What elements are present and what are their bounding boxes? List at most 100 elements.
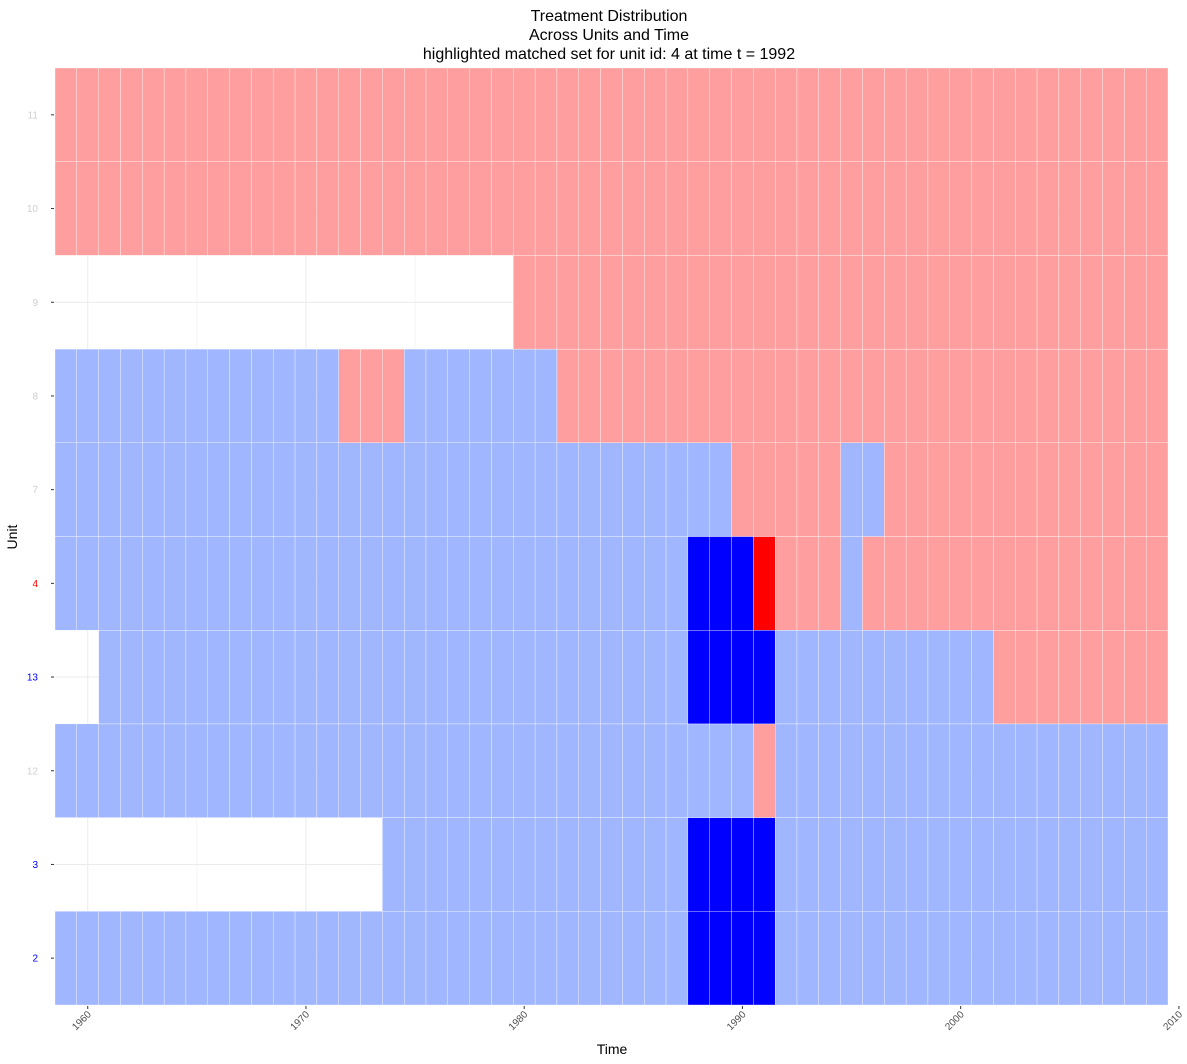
heatmap-cell-unit-8-year-1998 bbox=[905, 348, 929, 443]
heatmap-cell-unit-8-year-2001 bbox=[971, 348, 994, 443]
heatmap-cell-unit-13-year-1986 bbox=[644, 630, 667, 725]
heatmap-cell-unit-4-year-1968 bbox=[251, 536, 274, 631]
heatmap-cell-unit-2-year-1963 bbox=[142, 911, 165, 1006]
heatmap-cell-unit-4-year-1982 bbox=[556, 536, 579, 631]
heatmap-cell-unit-4-year-1999 bbox=[927, 536, 950, 631]
heatmap-cell-unit-3-year-1999 bbox=[927, 817, 950, 912]
heatmap-cell-unit-8-year-1971 bbox=[316, 348, 339, 443]
heatmap-cell-unit-3-year-1994 bbox=[818, 817, 841, 912]
heatmap-cell-unit-8-year-2006 bbox=[1080, 348, 1103, 443]
heatmap-cell-unit-8-year-1985 bbox=[622, 348, 645, 443]
heatmap-cell-unit-12-year-1998 bbox=[905, 723, 929, 818]
heatmap-cell-unit-2-year-2007 bbox=[1102, 911, 1125, 1006]
heatmap-cell-unit-13-year-1989 bbox=[709, 630, 732, 725]
heatmap-cell-unit-2-year-1985 bbox=[622, 911, 645, 1006]
heatmap-cell-unit-7-year-1975 bbox=[404, 442, 427, 537]
heatmap-cell-unit-11-year-1964 bbox=[163, 67, 187, 162]
heatmap-cell-unit-13-year-1969 bbox=[273, 630, 296, 725]
heatmap-cell-unit-3-year-2005 bbox=[1058, 817, 1081, 912]
heatmap-cell-unit-2-year-1992 bbox=[775, 911, 798, 1006]
heatmap-cell-unit-11-year-1959 bbox=[54, 67, 77, 162]
heatmap-cell-unit-7-year-1997 bbox=[884, 442, 907, 537]
heatmap-cell-unit-7-year-2002 bbox=[993, 442, 1016, 537]
heatmap-cell-unit-7-year-2004 bbox=[1036, 442, 1060, 537]
heatmap-cell-unit-10-year-1993 bbox=[796, 161, 819, 256]
heatmap-cell-unit-13-year-1963 bbox=[142, 630, 165, 725]
heatmap-cell-unit-12-year-1963 bbox=[142, 723, 165, 818]
heatmap-cell-unit-12-year-1991 bbox=[753, 723, 776, 818]
y-tick-label-unit-7: 7 bbox=[32, 485, 38, 496]
heatmap-cell-unit-2-year-1959 bbox=[54, 911, 77, 1006]
heatmap-cell-unit-10-year-1971 bbox=[316, 161, 339, 256]
heatmap-cell-unit-11-year-1987 bbox=[665, 67, 689, 162]
heatmap-cell-unit-7-year-1999 bbox=[927, 442, 950, 537]
heatmap-cell-unit-11-year-1976 bbox=[425, 67, 448, 162]
heatmap-cell-unit-12-year-1987 bbox=[665, 723, 689, 818]
heatmap-cell-unit-7-year-1977 bbox=[447, 442, 470, 537]
heatmap-cell-unit-12-year-1977 bbox=[447, 723, 470, 818]
heatmap-cell-unit-7-year-1962 bbox=[120, 442, 143, 537]
heatmap-cell-unit-10-year-1988 bbox=[687, 161, 710, 256]
x-axis-title: Time bbox=[597, 1041, 628, 1057]
y-axis: 2 3 12 13 4 7 8 9 10 11 bbox=[27, 110, 54, 965]
y-tick-label-unit-13: 13 bbox=[27, 673, 39, 684]
heatmap-cell-unit-10-year-1972 bbox=[338, 161, 361, 256]
heatmap-cell-unit-12-year-1961 bbox=[98, 723, 121, 818]
heatmap-cell-unit-11-year-1984 bbox=[600, 67, 623, 162]
heatmap-cell-unit-13-year-1980 bbox=[513, 630, 536, 725]
heatmap-cell-unit-9-year-1987 bbox=[665, 255, 689, 350]
heatmap-cell-unit-9-year-1991 bbox=[753, 255, 776, 350]
heatmap-cell-unit-11-year-2004 bbox=[1036, 67, 1060, 162]
heatmap-cell-unit-13-year-1990 bbox=[731, 630, 754, 725]
heatmap-cell-unit-8-year-1969 bbox=[273, 348, 296, 443]
heatmap-cell-unit-10-year-1981 bbox=[534, 161, 558, 256]
heatmap-cell-unit-8-year-2009 bbox=[1146, 348, 1169, 443]
heatmap-cell-unit-2-year-1979 bbox=[491, 911, 514, 1006]
heatmap-cell-unit-8-year-1962 bbox=[120, 348, 143, 443]
heatmap-cell-unit-8-year-1966 bbox=[207, 348, 230, 443]
heatmap-cell-unit-13-year-1977 bbox=[447, 630, 470, 725]
heatmap-cell-unit-11-year-1992 bbox=[775, 67, 798, 162]
heatmap-cell-unit-13-year-1973 bbox=[360, 630, 383, 725]
heatmap-cell-unit-7-year-2000 bbox=[949, 442, 972, 537]
heatmap-cell-unit-3-year-1990 bbox=[731, 817, 754, 912]
heatmap-cell-unit-11-year-1961 bbox=[98, 67, 121, 162]
heatmap-cell-unit-7-year-1993 bbox=[796, 442, 819, 537]
heatmap-cell-unit-8-year-1997 bbox=[884, 348, 907, 443]
heatmap-cell-unit-9-year-1985 bbox=[622, 255, 645, 350]
heatmap-cell-unit-10-year-1964 bbox=[163, 161, 187, 256]
heatmap-cell-unit-4-year-1988 bbox=[687, 536, 710, 631]
heatmap-cell-unit-11-year-1980 bbox=[513, 67, 536, 162]
heatmap-cell-unit-12-year-1969 bbox=[273, 723, 296, 818]
heatmap-cell-unit-4-year-1991 bbox=[753, 536, 776, 631]
heatmap-cell-unit-2-year-2003 bbox=[1015, 911, 1038, 1006]
heatmap-cell-unit-10-year-1982 bbox=[556, 161, 579, 256]
heatmap-cell-unit-11-year-2000 bbox=[949, 67, 972, 162]
heatmap-cell-unit-12-year-1960 bbox=[76, 723, 99, 818]
heatmap-cell-unit-2-year-2002 bbox=[993, 911, 1016, 1006]
heatmap-cell-unit-2-year-1965 bbox=[185, 911, 208, 1006]
heatmap-cell-unit-12-year-1975 bbox=[404, 723, 427, 818]
heatmap-cell-unit-13-year-1997 bbox=[884, 630, 907, 725]
heatmap-cell-unit-12-year-1966 bbox=[207, 723, 230, 818]
heatmap-cell-unit-10-year-1990 bbox=[731, 161, 754, 256]
heatmap-cell-unit-7-year-1959 bbox=[54, 442, 77, 537]
heatmap-cell-unit-11-year-1983 bbox=[578, 67, 601, 162]
heatmap-cell-unit-9-year-1980 bbox=[513, 255, 536, 350]
heatmap-cell-unit-4-year-1994 bbox=[818, 536, 841, 631]
heatmap-cell-unit-10-year-1974 bbox=[382, 161, 405, 256]
heatmap-cell-unit-2-year-1995 bbox=[840, 911, 863, 1006]
heatmap-cell-unit-10-year-1969 bbox=[273, 161, 296, 256]
heatmap-cell-unit-3-year-1977 bbox=[447, 817, 470, 912]
heatmap-cell-unit-7-year-1978 bbox=[469, 442, 492, 537]
heatmap-cell-unit-4-year-1970 bbox=[294, 536, 318, 631]
heatmap-cell-unit-10-year-1959 bbox=[54, 161, 77, 256]
heatmap-cell-unit-12-year-1967 bbox=[229, 723, 252, 818]
heatmap-cell-unit-11-year-1977 bbox=[447, 67, 470, 162]
y-tick-label-unit-2: 2 bbox=[32, 954, 38, 965]
y-tick-label-unit-8: 8 bbox=[32, 391, 38, 402]
heatmap-cell-unit-7-year-1965 bbox=[185, 442, 208, 537]
heatmap-cell-unit-7-year-1974 bbox=[382, 442, 405, 537]
heatmap-cell-unit-7-year-2007 bbox=[1102, 442, 1125, 537]
heatmap-cell-unit-13-year-2005 bbox=[1058, 630, 1081, 725]
